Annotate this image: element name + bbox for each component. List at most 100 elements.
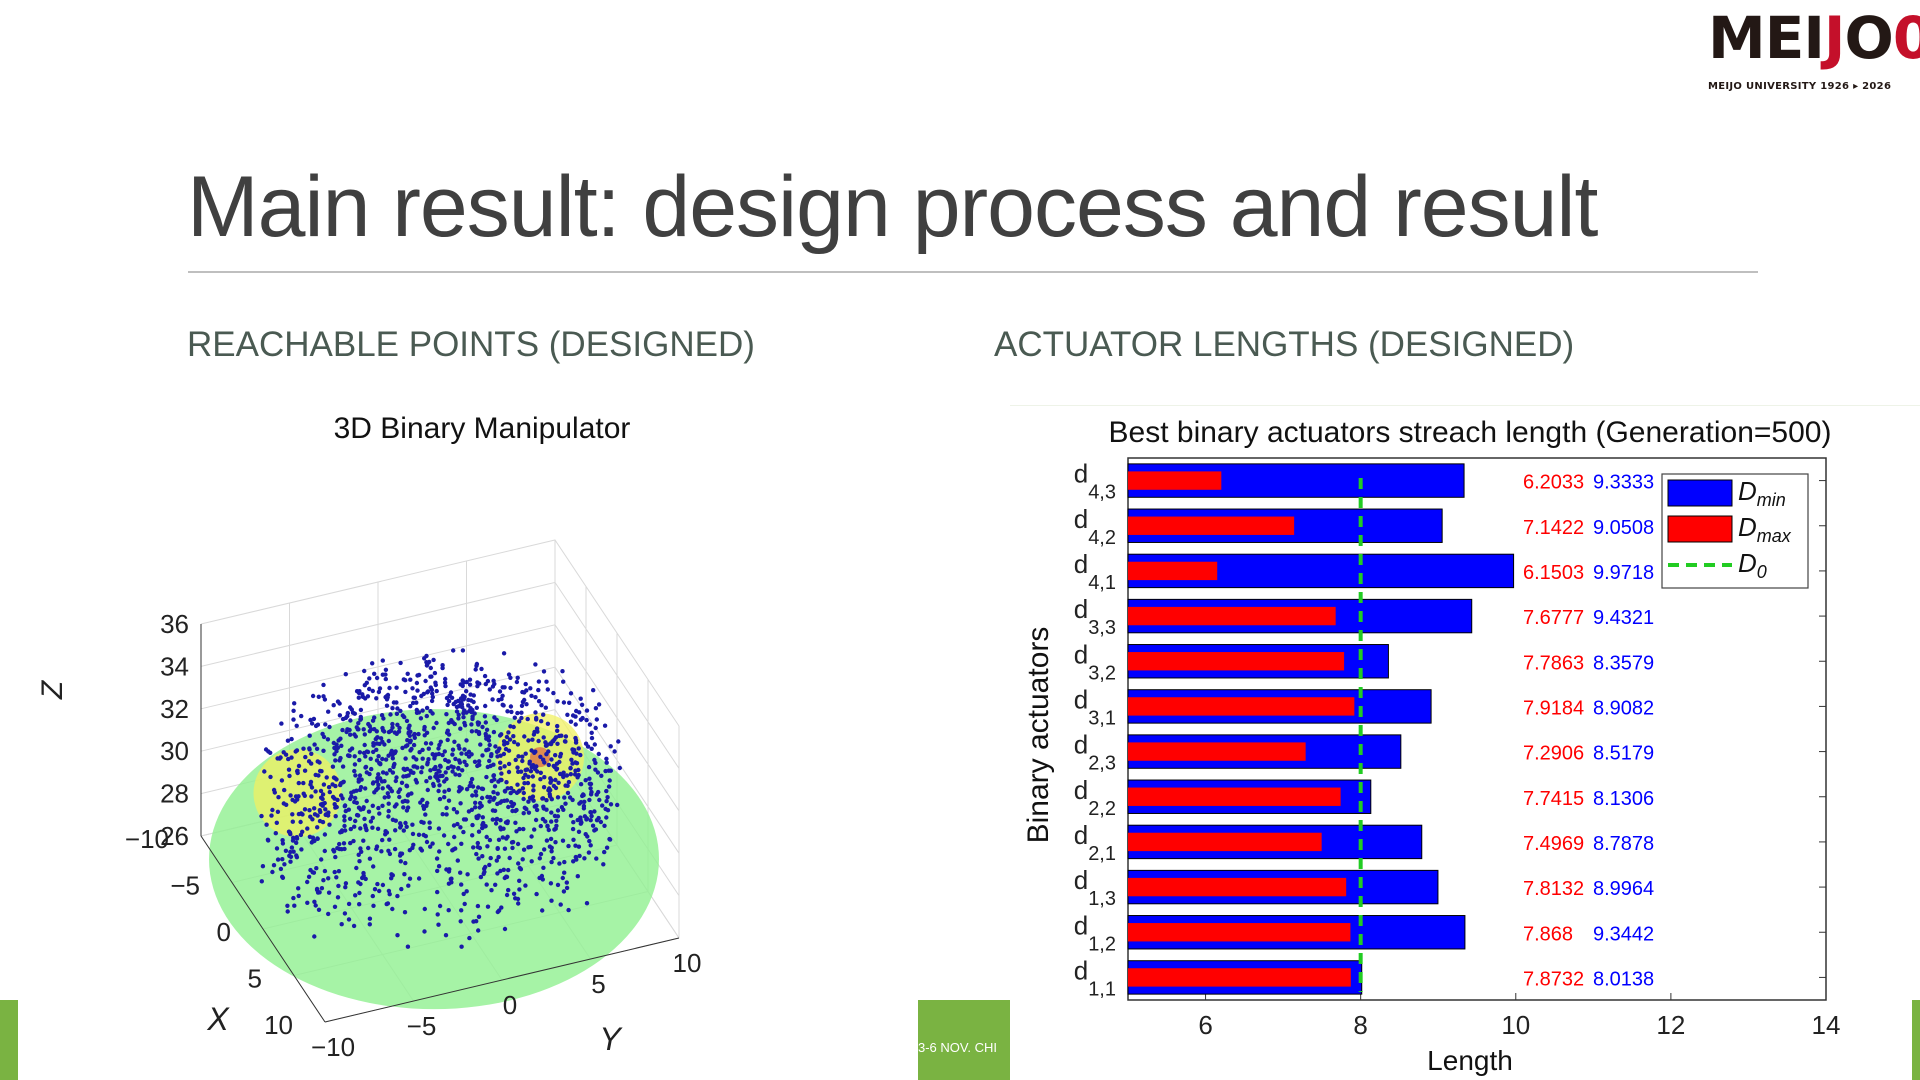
data-point (497, 746, 502, 751)
data-point (341, 841, 347, 846)
data-point (356, 805, 362, 810)
data-point (451, 823, 457, 828)
data-point (367, 856, 373, 861)
data-point (538, 777, 543, 782)
data-point (461, 891, 466, 897)
data-point (520, 758, 525, 764)
data-point (382, 795, 387, 800)
data-point (521, 847, 527, 852)
data-point (319, 795, 324, 800)
data-point (303, 754, 308, 760)
data-point (361, 750, 367, 756)
data-point (554, 823, 559, 828)
data-point (288, 854, 294, 859)
data-point (600, 803, 605, 808)
data-point (405, 743, 410, 748)
data-point (493, 744, 498, 749)
data-point (436, 826, 442, 831)
data-point (376, 689, 382, 695)
data-point (589, 735, 595, 741)
data-point (398, 708, 403, 714)
data-point (424, 660, 429, 665)
data-point (375, 786, 381, 791)
data-point (400, 713, 405, 718)
data-point (412, 735, 417, 740)
data-point (520, 786, 526, 791)
data-point (435, 889, 440, 895)
data-point (348, 840, 353, 846)
data-point (484, 727, 490, 732)
data-point (306, 874, 312, 879)
data-point (418, 716, 424, 721)
data-point (356, 690, 362, 696)
data-point (363, 786, 368, 791)
data-point (502, 764, 507, 769)
data-point (292, 903, 297, 908)
data-point (296, 886, 301, 891)
data-point (350, 710, 356, 715)
data-point (545, 824, 550, 829)
data-point (464, 787, 470, 792)
bar-dmax (1128, 652, 1345, 671)
data-point (353, 818, 358, 824)
logo-subtitle: MEIJO UNIVERSITY 1926 ▸ 2026 (1708, 81, 1892, 92)
data-point (363, 876, 368, 882)
data-point (490, 684, 496, 689)
data-point (442, 779, 447, 784)
data-point (335, 699, 341, 704)
data-point (548, 741, 554, 747)
barchart-title: Best binary actuators streach length (Ge… (1109, 416, 1832, 449)
data-point (602, 849, 607, 855)
chart3d-xlabel: X (206, 1001, 230, 1037)
data-point (475, 844, 480, 850)
data-point (584, 901, 590, 906)
data-point (371, 749, 376, 755)
meijo-logo: MEIJO0th MEIJO UNIVERSITY 1926 ▸ 2026 (1708, 8, 1920, 92)
data-point (530, 737, 535, 742)
bar-dmax-value-label: 7.2906 (1523, 743, 1584, 765)
data-point (485, 904, 491, 909)
data-point (342, 804, 347, 809)
data-point (428, 844, 433, 849)
data-point (312, 806, 317, 811)
data-point (594, 717, 599, 722)
data-point (301, 746, 306, 751)
data-point (587, 838, 592, 844)
data-point (414, 680, 420, 686)
data-point (538, 823, 543, 829)
data-point (406, 773, 411, 778)
data-point (478, 742, 483, 747)
data-point (607, 778, 612, 783)
data-point (501, 751, 507, 757)
data-point (388, 712, 393, 717)
data-point (578, 821, 583, 826)
data-point (327, 789, 332, 795)
data-point (285, 909, 290, 914)
data-point (482, 673, 488, 679)
data-point (449, 695, 455, 700)
data-point (604, 815, 609, 820)
data-point (270, 807, 275, 813)
data-point (461, 715, 466, 720)
data-point (589, 730, 594, 735)
data-point (420, 708, 425, 713)
data-point (364, 798, 369, 804)
data-point (518, 769, 524, 774)
bar-dmax-value-label: 7.7863 (1523, 652, 1584, 674)
data-point (517, 719, 522, 724)
data-point (444, 812, 449, 817)
data-point (293, 749, 298, 754)
data-point (291, 895, 296, 901)
data-point (348, 718, 353, 723)
data-point (443, 676, 448, 682)
data-point (436, 788, 441, 794)
data-point (525, 716, 530, 722)
slide-title: Main result: design process and result (187, 159, 1598, 255)
data-point (406, 883, 411, 888)
y-tick-label: 10 (673, 948, 702, 978)
data-point (552, 737, 557, 742)
data-point (581, 803, 587, 809)
footer-bar-mid: 3-6 NOV. CHI (918, 1000, 1010, 1080)
data-point (475, 684, 480, 689)
data-point (421, 832, 426, 838)
